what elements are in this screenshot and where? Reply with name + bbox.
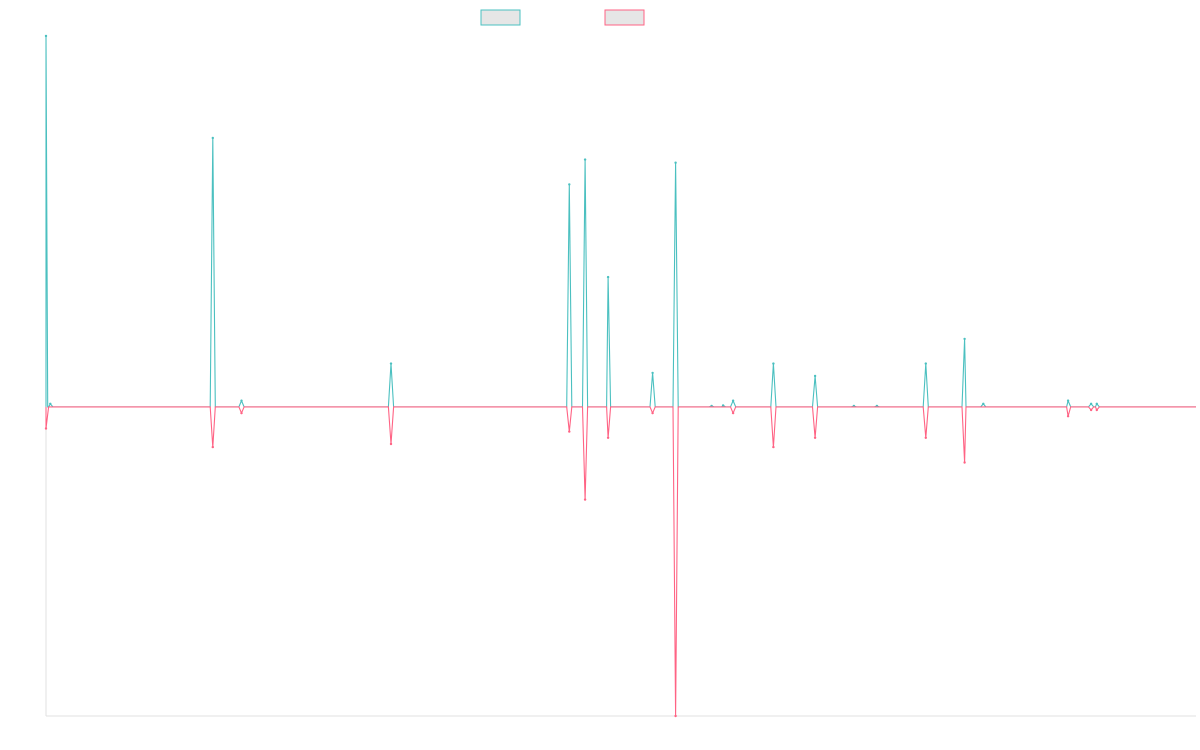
legend-swatch-series-2[interactable] bbox=[604, 9, 645, 26]
series-1-point-11[interactable] bbox=[721, 404, 725, 407]
series-2-point-11[interactable] bbox=[813, 436, 817, 439]
plot-area bbox=[44, 34, 1196, 718]
series-2-point-1[interactable] bbox=[211, 445, 214, 449]
series-1-point-7[interactable] bbox=[606, 275, 610, 279]
series-1-point-22[interactable] bbox=[1095, 402, 1099, 405]
series-1-point-14[interactable] bbox=[813, 374, 817, 378]
series-1-point-17[interactable] bbox=[924, 362, 927, 365]
series-2-point-2[interactable] bbox=[240, 411, 243, 415]
series-layer bbox=[44, 34, 1196, 718]
series-1-point-21[interactable] bbox=[1089, 402, 1093, 405]
series-2-point-8[interactable] bbox=[674, 714, 677, 718]
legend bbox=[480, 9, 645, 26]
series-2-point-9[interactable] bbox=[731, 411, 735, 415]
series-2-point-0[interactable] bbox=[44, 427, 48, 430]
series-1-point-13[interactable] bbox=[772, 362, 775, 365]
series-1-line bbox=[45, 35, 1196, 408]
series-1-point-18[interactable] bbox=[963, 337, 966, 341]
series-1-point-20[interactable] bbox=[1066, 399, 1070, 402]
series-2-point-3[interactable] bbox=[389, 442, 393, 446]
series-1-point-8[interactable] bbox=[651, 371, 654, 375]
series-1-point-1[interactable] bbox=[49, 402, 52, 405]
series-2-point-12[interactable] bbox=[924, 436, 927, 439]
series-1-point-0[interactable] bbox=[44, 34, 48, 38]
series-1-point-9[interactable] bbox=[674, 161, 677, 164]
series-2-point-14[interactable] bbox=[1066, 415, 1070, 418]
series-1-point-5[interactable] bbox=[568, 183, 571, 186]
series-2-point-7[interactable] bbox=[651, 411, 654, 415]
series-2-point-10[interactable] bbox=[772, 445, 775, 449]
series-2-point-16[interactable] bbox=[1095, 408, 1099, 412]
series-2-point-4[interactable] bbox=[568, 430, 571, 433]
series-1-point-3[interactable] bbox=[240, 399, 243, 402]
legend-swatch-series-1[interactable] bbox=[480, 9, 521, 26]
series-2-point-6[interactable] bbox=[606, 436, 610, 439]
series-1-point-12[interactable] bbox=[731, 399, 735, 402]
series-1-point-19[interactable] bbox=[982, 402, 985, 405]
series-1-point-2[interactable] bbox=[211, 136, 214, 140]
series-2-point-13[interactable] bbox=[963, 461, 966, 464]
series-2-point-5[interactable] bbox=[583, 498, 587, 501]
series-2-point-15[interactable] bbox=[1089, 408, 1093, 412]
series-1-point-4[interactable] bbox=[389, 362, 393, 365]
series-1-point-6[interactable] bbox=[583, 158, 587, 161]
series-2-line bbox=[45, 406, 1196, 717]
